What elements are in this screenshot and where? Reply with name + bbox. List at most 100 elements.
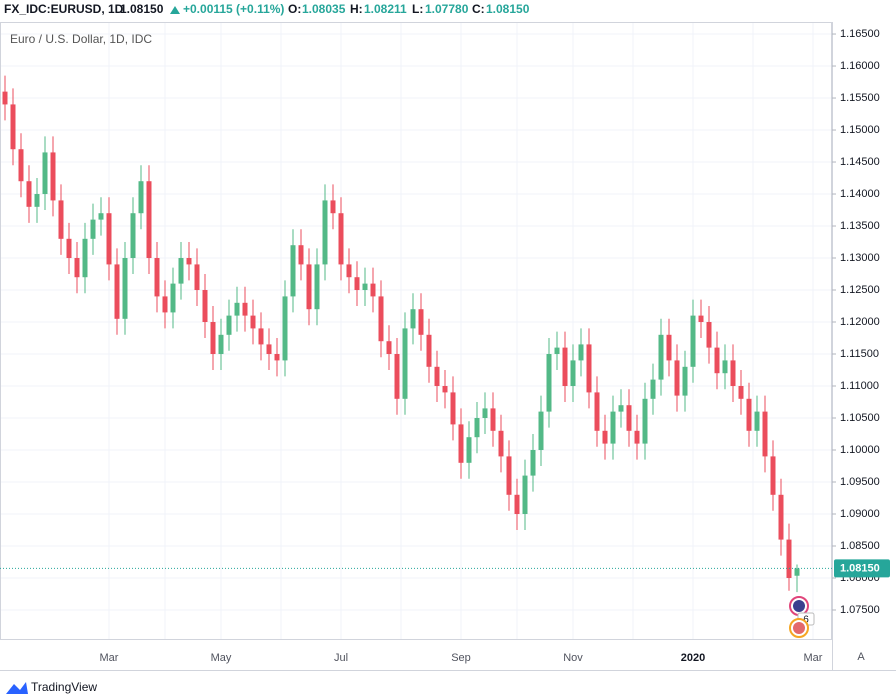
candle-body: [178, 258, 184, 284]
event-flag: [793, 600, 805, 612]
last-price-label: 1.08150: [840, 562, 880, 574]
candle-body: [466, 437, 472, 463]
y-tick-label: 1.11500: [840, 348, 879, 360]
candle-body: [410, 309, 416, 329]
candle-body: [114, 264, 120, 319]
candle-body: [538, 411, 544, 450]
x-tick-label: Sep: [451, 652, 471, 664]
y-tick-label: 1.15500: [840, 92, 880, 104]
x-tick-label: Jul: [334, 652, 348, 664]
candle-body: [90, 219, 96, 239]
candle-body: [106, 213, 112, 265]
y-tick-label: 1.09000: [840, 508, 880, 520]
close-label: C:: [472, 2, 485, 16]
candle-body: [730, 360, 736, 387]
candle-body: [474, 418, 480, 438]
candle-body: [146, 181, 152, 259]
high-value: 1.08211: [364, 2, 407, 16]
candle-body: [58, 200, 64, 239]
candle-body: [674, 360, 680, 396]
candle-body: [202, 290, 208, 323]
chart-title: Euro / U.S. Dollar, 1D, IDC: [10, 32, 152, 46]
candle-body: [434, 366, 440, 387]
candle-body: [778, 494, 784, 540]
x-tick-label: Mar: [804, 652, 823, 664]
candle-body: [570, 360, 576, 387]
open-value: 1.08035: [302, 2, 346, 16]
candle-body: [226, 315, 232, 335]
candle-body: [26, 181, 32, 207]
candle-body: [362, 283, 368, 291]
candle-body: [482, 408, 488, 419]
candle-body: [634, 430, 640, 444]
candle-body: [10, 104, 16, 150]
y-tick-label: 1.10000: [840, 444, 880, 456]
high-label: H:: [350, 2, 363, 16]
y-tick-label: 1.16500: [840, 28, 880, 40]
last-price-tag: [834, 559, 890, 578]
candle-body: [330, 200, 336, 214]
auto-scale-label[interactable]: A: [857, 651, 865, 663]
candle-body: [690, 315, 696, 367]
candle-body: [170, 283, 176, 313]
candle-body: [378, 296, 384, 342]
candle-body: [386, 341, 392, 355]
candle-body: [66, 238, 72, 259]
plot-frame: [0, 22, 832, 640]
candle-body: [210, 322, 216, 355]
brand[interactable]: TradingView: [31, 680, 97, 694]
candle-body: [186, 258, 192, 265]
y-tick-label: 1.16000: [840, 60, 880, 72]
event-count: 6: [803, 615, 809, 626]
candle-body: [306, 264, 312, 310]
candle-body: [666, 334, 672, 361]
y-tick-label: 1.13500: [840, 220, 880, 232]
y-tick-label: 1.07500: [840, 604, 880, 616]
y-tick-label: 1.15000: [840, 124, 880, 136]
candle-body: [514, 494, 520, 514]
candle-body: [354, 277, 360, 291]
candle-body: [130, 213, 136, 259]
candle-body: [322, 200, 328, 265]
candle-body: [682, 366, 688, 396]
y-tick-label: 1.12000: [840, 316, 880, 328]
candle-body: [658, 334, 664, 380]
candle-body: [586, 344, 592, 393]
candle-body: [770, 456, 776, 495]
candle-body: [458, 424, 464, 463]
auto-scale-button[interactable]: [850, 646, 872, 666]
grid: [0, 22, 832, 640]
candle-body: [794, 568, 800, 576]
candle-body: [738, 386, 744, 399]
brand-logo[interactable]: [6, 682, 28, 694]
candle-body: [34, 194, 40, 207]
candle-body: [234, 302, 240, 316]
candle-body: [498, 430, 504, 457]
y-tick-label: 1.09500: [840, 476, 880, 488]
candle-body: [418, 309, 424, 335]
candle-body: [346, 264, 352, 278]
candle-body: [2, 91, 8, 105]
candle-body: [138, 181, 144, 214]
candle-body: [506, 456, 512, 495]
candle-body: [450, 392, 456, 425]
y-tick-label: 1.14000: [840, 188, 880, 200]
candle-body: [402, 328, 408, 399]
candle-body: [610, 411, 616, 444]
y-tick-label: 1.14500: [840, 156, 880, 168]
low-label: L:: [412, 2, 423, 16]
symbol: FX_IDC:EURUSD, 1D: [4, 2, 124, 16]
candle-body: [98, 213, 104, 220]
candle-body: [562, 347, 568, 387]
candle-body: [290, 245, 296, 297]
x-tick-label: Nov: [563, 652, 583, 664]
event-flag: [793, 622, 805, 634]
close-value: 1.08150: [486, 2, 530, 16]
candle-body: [274, 354, 280, 361]
candle-body: [18, 149, 24, 182]
candle-body: [82, 238, 88, 278]
low-value: 1.07780: [425, 2, 469, 16]
candle-body: [522, 475, 528, 514]
